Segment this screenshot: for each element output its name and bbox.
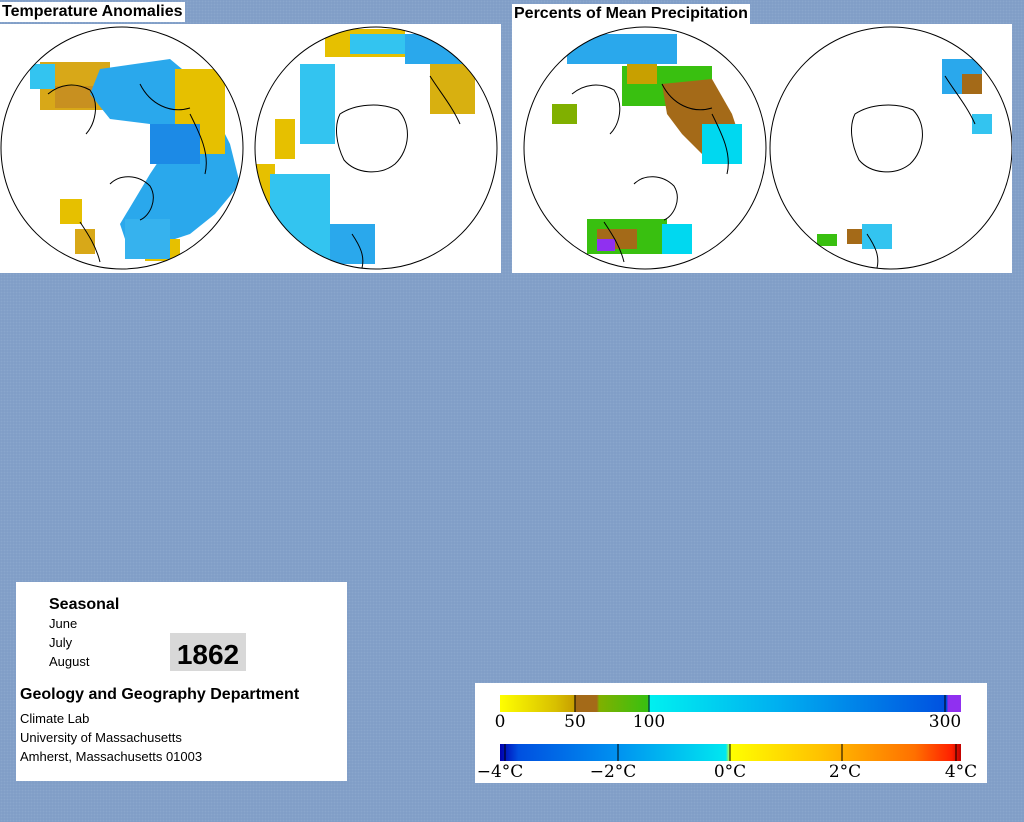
temp-tick-0: 0°C — [714, 762, 746, 782]
info-box: Seasonal June July August 1862 Geology a… — [16, 582, 347, 781]
legend-bars: 0 50 100 300 −4°C −2°C 0°C 2°C 4°C — [477, 695, 977, 782]
precip-tick-50: 50 — [564, 712, 586, 732]
precipitation-title: Percents of Mean Precipitation — [512, 4, 750, 24]
precipitation-globes-map — [523, 26, 1013, 270]
color-legend: 0 50 100 300 −4°C −2°C 0°C 2°C 4°C — [475, 683, 987, 783]
precip-tick-100: 100 — [633, 712, 665, 732]
temp-tick-minus2: −2°C — [590, 762, 637, 782]
temp-tick-2: 2°C — [829, 762, 861, 782]
northern-hemisphere-temperature — [30, 59, 240, 263]
temperature-globes-map — [0, 26, 498, 270]
month-june: June — [49, 616, 78, 631]
precipitation-panel — [512, 24, 1013, 273]
year-label: 1862 — [170, 633, 246, 671]
lab-line: Climate Lab — [20, 711, 90, 726]
precip-tick-300: 300 — [929, 712, 961, 732]
temperature-anomalies-panel — [0, 24, 501, 273]
month-july: July — [49, 635, 73, 650]
university-line: University of Massachusetts — [20, 730, 182, 745]
precipitation-color-bar — [500, 695, 961, 712]
month-august: August — [49, 654, 90, 669]
season-label: Seasonal — [49, 596, 120, 613]
northern-hemisphere-precipitation — [552, 34, 742, 263]
temperature-anomalies-title: Temperature Anomalies — [0, 2, 185, 22]
temp-tick-4: 4°C — [945, 762, 977, 782]
precip-tick-0: 0 — [495, 712, 506, 732]
temp-tick-minus4: −4°C — [477, 762, 524, 782]
department-label: Geology and Geography Department — [20, 686, 300, 703]
address-line: Amherst, Massachusetts 01003 — [20, 749, 203, 764]
